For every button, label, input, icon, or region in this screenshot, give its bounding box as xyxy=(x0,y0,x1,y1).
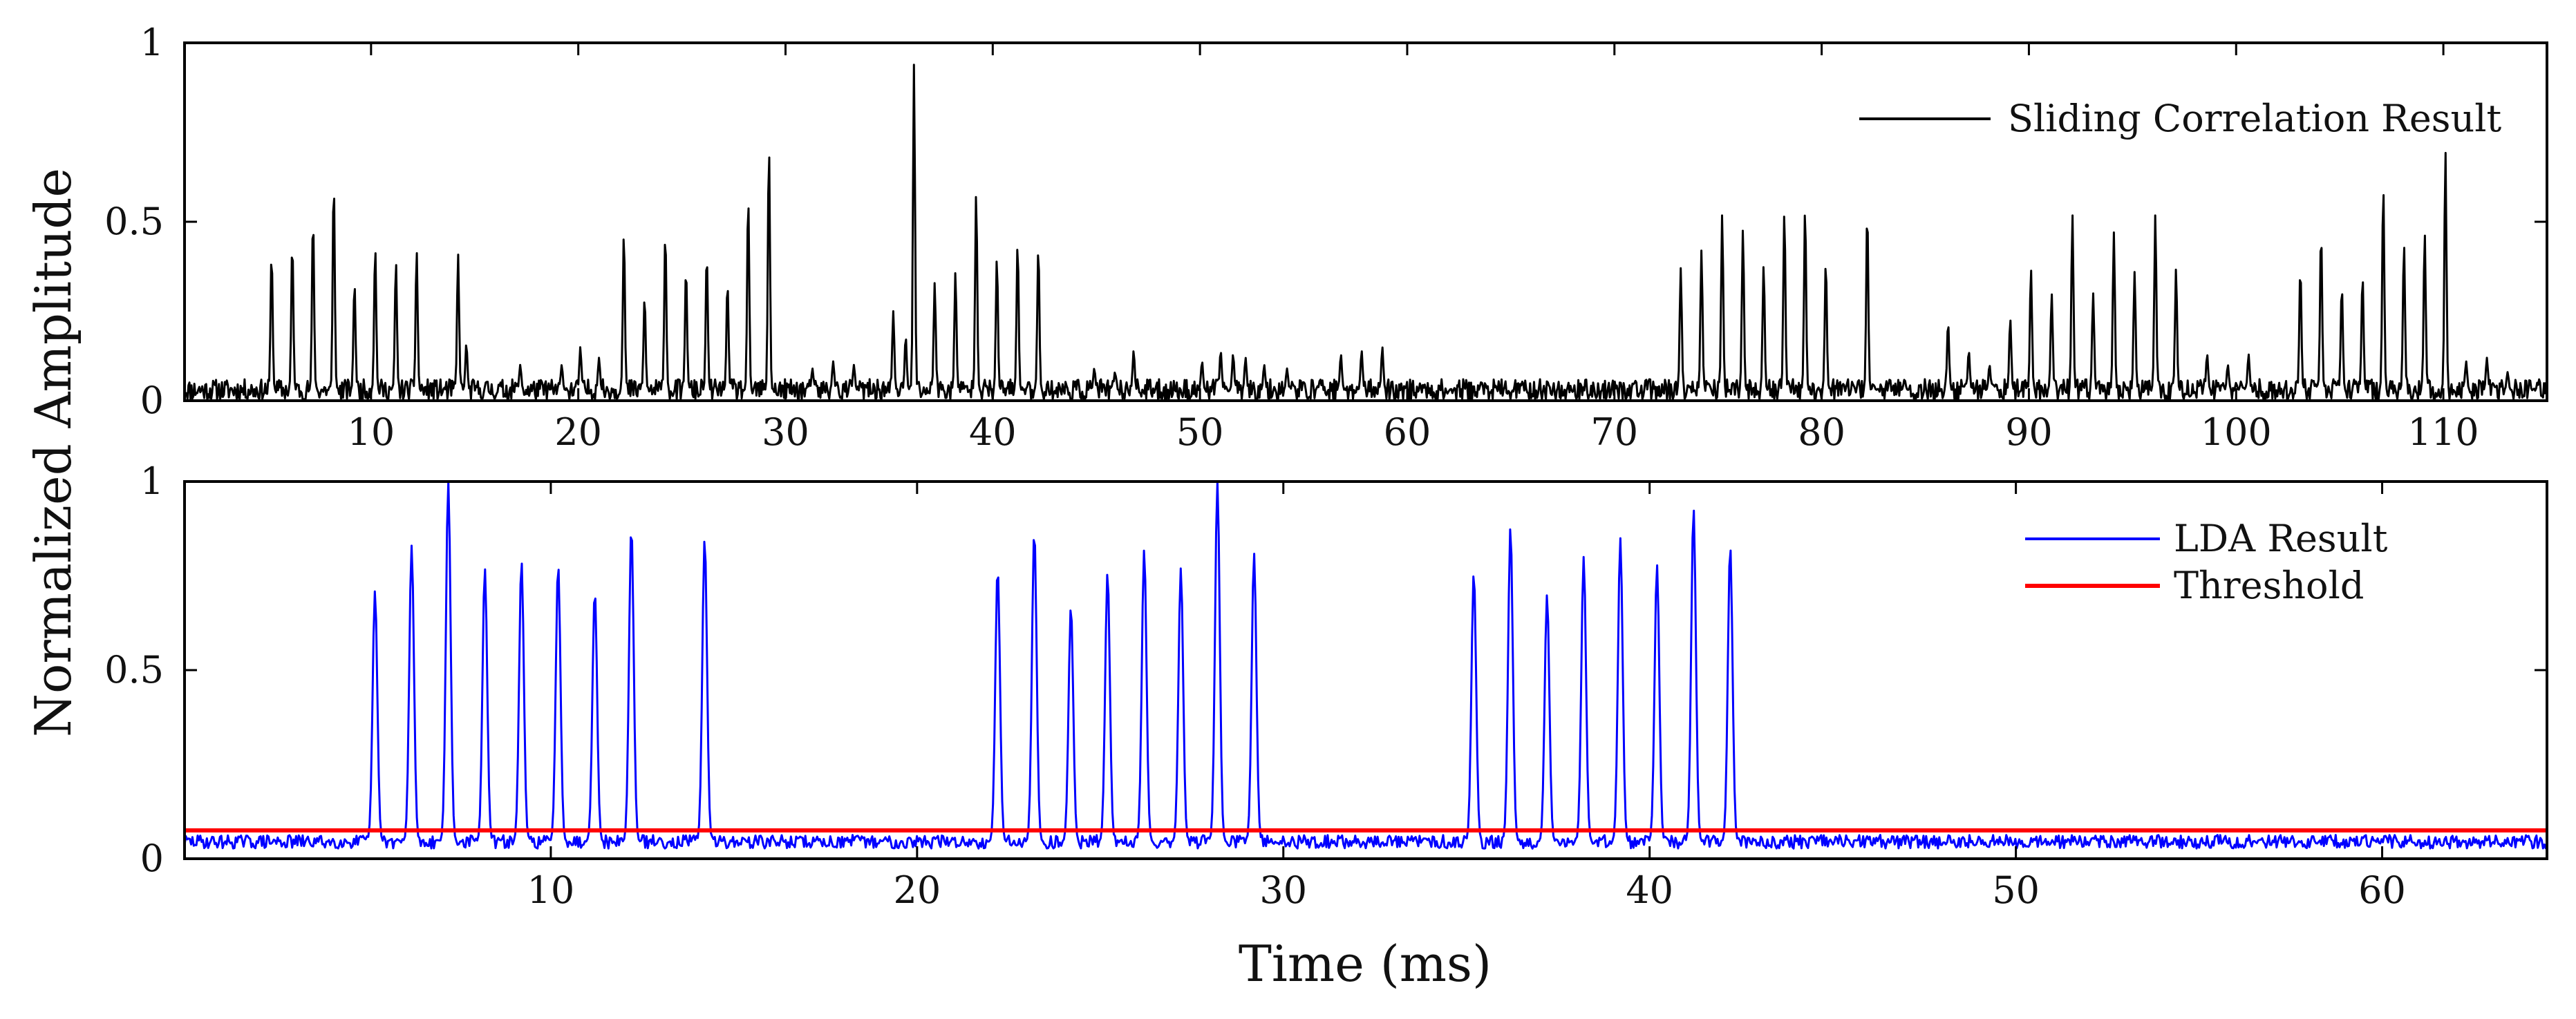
x-tick-label: 40 xyxy=(1626,868,1673,912)
x-axis-title: Time (ms) xyxy=(1239,935,1492,993)
x-tick-label: 90 xyxy=(2005,410,2053,454)
top-legend: Sliding Correlation Result xyxy=(1859,97,2502,140)
bottom-traces xyxy=(183,480,2548,850)
legend-label-sliding-correlation: Sliding Correlation Result xyxy=(2008,97,2502,140)
top-panel: 10 20 30 40 50 60 70 80 90 100 110 0 0.5 1 Sliding Co… xyxy=(104,21,2548,454)
y-axis-title: Normalized Amplitude xyxy=(24,168,82,737)
x-tick-label: 60 xyxy=(1384,410,1431,454)
top-ticks: 10 20 30 40 50 60 70 80 90 100 110 0 0.5 1 xyxy=(104,21,2547,454)
bottom-ticks: 10 20 30 40 50 60 0 0.5 1 xyxy=(104,459,2547,912)
x-tick-label: 40 xyxy=(969,410,1017,454)
x-tick-label: 10 xyxy=(527,868,575,912)
series-lda-result-line xyxy=(183,480,2548,850)
x-tick-label: 20 xyxy=(554,410,602,454)
x-tick-label: 80 xyxy=(1798,410,1845,454)
top-traces xyxy=(184,64,2548,401)
bottom-panel: 10 20 30 40 50 60 0 0.5 1 LDA Result Threshold xyxy=(104,459,2548,912)
x-tick-label: 20 xyxy=(893,868,941,912)
x-tick-label: 110 xyxy=(2408,410,2479,454)
y-tick-label: 1 xyxy=(140,459,164,503)
legend-label-threshold: Threshold xyxy=(2174,564,2364,607)
x-tick-label: 50 xyxy=(1176,410,1224,454)
y-tick-label: 1 xyxy=(140,21,164,64)
x-tick-label: 70 xyxy=(1590,410,1638,454)
bottom-legend: LDA Result Threshold xyxy=(2025,517,2388,607)
x-tick-label: 30 xyxy=(1259,868,1307,912)
x-tick-label: 30 xyxy=(762,410,809,454)
y-tick-label: 0 xyxy=(140,837,164,880)
series-sliding-correlation-result-line xyxy=(184,64,2548,401)
x-tick-label: 10 xyxy=(347,410,395,454)
y-tick-label: 0.5 xyxy=(104,200,164,243)
y-tick-label: 0 xyxy=(140,379,164,422)
y-tick-label: 0.5 xyxy=(104,648,164,692)
x-tick-label: 60 xyxy=(2358,868,2406,912)
x-tick-label: 50 xyxy=(1992,868,2040,912)
legend-label-lda-result: LDA Result xyxy=(2174,517,2388,560)
x-tick-label: 100 xyxy=(2201,410,2272,454)
